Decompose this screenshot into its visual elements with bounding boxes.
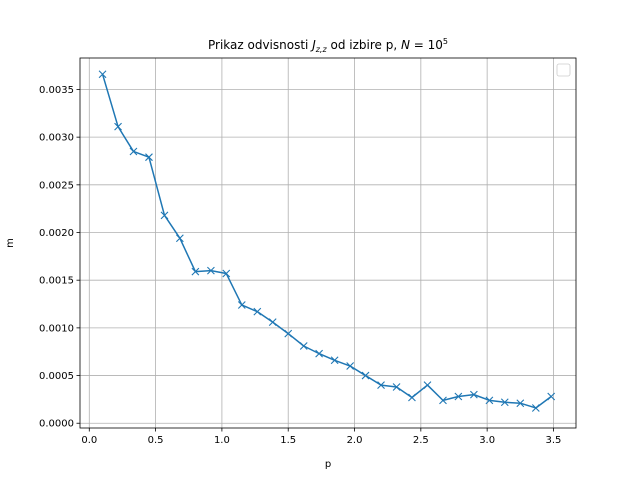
x-tick-label: 1.5 <box>280 435 296 446</box>
data-point <box>516 399 525 408</box>
data-point <box>423 381 432 389</box>
data-point <box>129 147 138 156</box>
series-markers <box>98 70 556 412</box>
grid <box>80 58 576 428</box>
y-tick-label: 0.0000 <box>39 419 74 430</box>
y-tick-label: 0.0015 <box>39 276 74 287</box>
y-tick-label: 0.0005 <box>39 371 74 382</box>
title-symbol: J <box>310 38 316 52</box>
x-tick-label: 0.0 <box>81 435 97 446</box>
data-point <box>222 269 231 278</box>
data-point <box>299 342 308 350</box>
data-point <box>330 356 339 365</box>
data-point <box>175 234 184 243</box>
y-tick-label: 0.0030 <box>39 133 74 144</box>
data-point <box>98 70 107 79</box>
y-axis: 0.0000 0.0005 0.0010 0.0015 0.0020 0.0025 0.00… <box>39 85 80 430</box>
y-tick-label: 0.0010 <box>39 323 74 334</box>
data-point <box>377 381 385 389</box>
title-subscript: z,z <box>315 45 328 54</box>
data-point <box>268 318 277 327</box>
x-tick-label: 0.5 <box>148 435 164 446</box>
data-point <box>114 122 122 131</box>
x-axis-label: p <box>325 459 331 470</box>
y-tick-label: 0.0025 <box>39 180 74 191</box>
data-point <box>315 349 324 358</box>
data-point <box>237 301 246 309</box>
x-tick-label: 1.0 <box>214 435 230 446</box>
data-point <box>253 307 262 316</box>
data-point <box>454 392 463 401</box>
data-point <box>145 153 153 162</box>
x-tick-label: 3.5 <box>546 435 562 446</box>
data-point <box>284 329 293 338</box>
data-point <box>361 371 370 380</box>
data-point <box>531 404 540 412</box>
data-point <box>439 396 447 405</box>
x-axis: 0.0 0.5 1.0 1.5 2.0 2.5 3.0 3.5 <box>81 428 561 446</box>
x-tick-label: 2.5 <box>413 435 429 446</box>
title-exponent: 5 <box>443 37 448 46</box>
x-tick-label: 2.0 <box>347 435 363 446</box>
y-tick-label: 0.0035 <box>39 85 74 96</box>
data-point <box>207 266 215 275</box>
data-point <box>346 362 355 370</box>
title-n-symbol: N <box>401 38 410 52</box>
chart-title: Prikaz odvisnosti Jz,z od izbire p, N = … <box>208 37 448 54</box>
data-point <box>160 211 169 220</box>
plot-frame <box>79 57 577 429</box>
series-line <box>101 73 552 409</box>
x-tick-label: 3.0 <box>479 435 495 446</box>
series-path <box>101 73 552 409</box>
data-point <box>191 267 200 276</box>
data-point <box>408 393 416 402</box>
legend-box[interactable] <box>556 63 571 77</box>
data-point <box>500 398 509 407</box>
data-point <box>485 396 494 405</box>
data-point <box>547 392 556 401</box>
y-axis-label: m <box>5 238 16 248</box>
y-tick-label: 0.0020 <box>39 228 74 239</box>
data-point <box>469 390 478 399</box>
data-point <box>392 383 401 391</box>
